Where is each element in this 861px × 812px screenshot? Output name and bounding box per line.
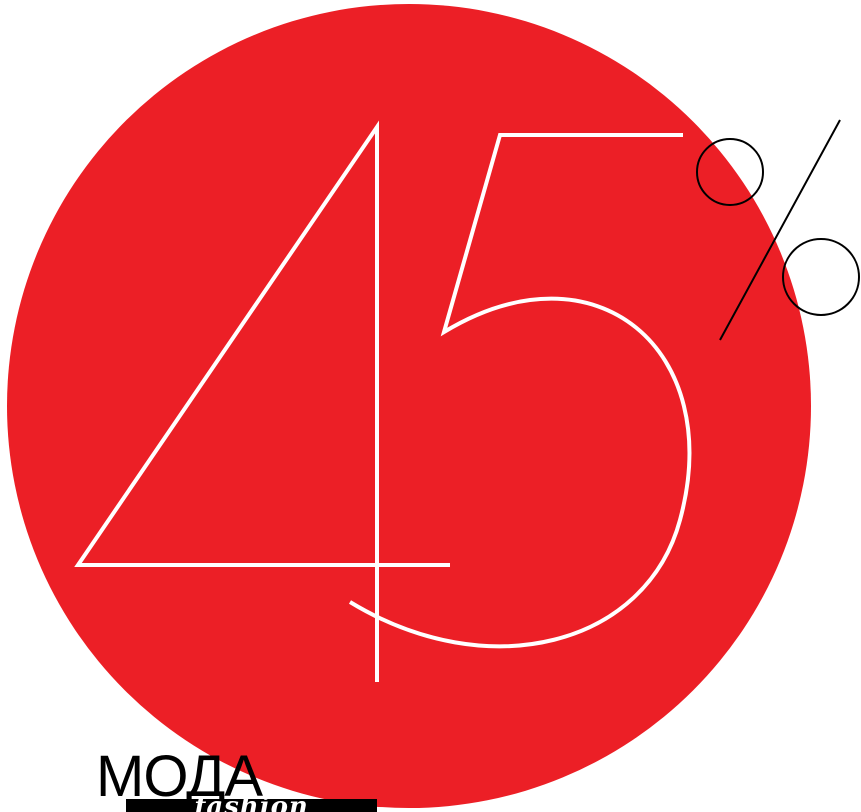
percent-lower-ring bbox=[782, 238, 860, 316]
digit-four bbox=[74, 120, 450, 682]
tagline-text: fashion bbox=[194, 799, 309, 812]
brand-wordmark: МОДА bbox=[96, 744, 263, 809]
digit-five bbox=[348, 133, 692, 649]
red-circle bbox=[7, 4, 811, 808]
digit-four-outline bbox=[74, 120, 450, 682]
digit-five-outline bbox=[348, 133, 692, 649]
percent-sign bbox=[696, 119, 860, 341]
percent-upper-ring bbox=[696, 138, 764, 206]
tagline-bar: fashion bbox=[126, 799, 377, 812]
percent-slash bbox=[719, 119, 841, 341]
